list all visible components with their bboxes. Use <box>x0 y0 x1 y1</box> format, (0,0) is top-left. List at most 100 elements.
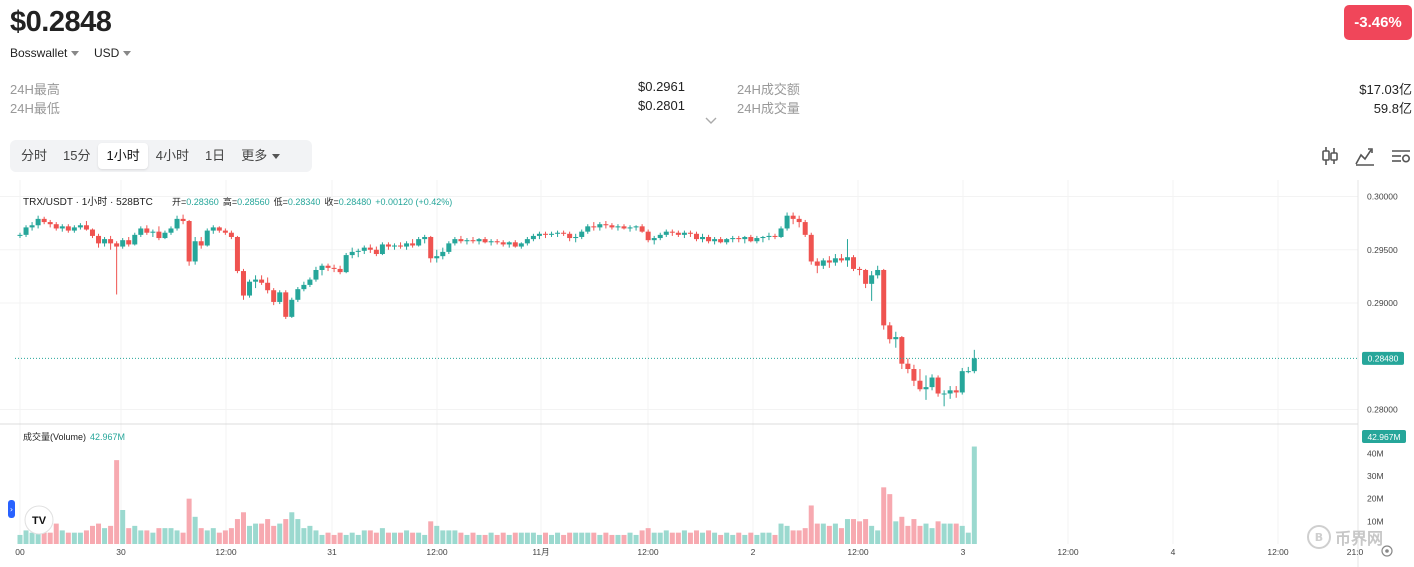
candle <box>289 297 295 318</box>
tab-timeline[interactable]: 分时 <box>21 148 48 163</box>
candle <box>126 236 132 247</box>
tab-1h[interactable]: 1小时 <box>98 143 148 169</box>
chevron-down-icon[interactable] <box>705 117 717 125</box>
settings-icon[interactable] <box>1390 145 1412 167</box>
price-chart[interactable]: TRX/USDT · 1小时 · 528BTC 开=0.28360 高=0.285… <box>0 180 1414 567</box>
axis-settings-button[interactable] <box>1381 545 1393 557</box>
volume-bar <box>603 532 609 544</box>
candle <box>844 239 850 267</box>
candle <box>760 235 766 243</box>
time-tick-label: 21:0 <box>1347 547 1364 557</box>
candle-body <box>693 233 699 240</box>
candle <box>621 224 627 230</box>
candle-body <box>23 227 29 235</box>
volume-bar <box>271 525 277 544</box>
volume-bar <box>313 530 319 544</box>
volume-bar <box>108 525 114 544</box>
candle-body <box>645 231 651 241</box>
volume-axis: 40M 30M 20M 10M <box>1367 448 1384 526</box>
candle-body <box>687 232 693 234</box>
volume-bar <box>736 532 742 544</box>
candle-body <box>367 247 373 250</box>
candle-body <box>615 226 621 228</box>
volume-bar <box>77 532 83 544</box>
collapse-panel-button[interactable] <box>8 500 15 518</box>
candle-body <box>935 377 941 394</box>
volume-bar <box>633 534 639 544</box>
volume-bar <box>410 532 416 544</box>
chart-grid <box>0 180 1358 544</box>
candle-body <box>512 242 518 247</box>
candle-body <box>65 226 71 231</box>
svg-text:B: B <box>1315 531 1323 544</box>
candle-body <box>663 231 669 235</box>
current-price-tag: 0.28480 <box>1362 351 1404 365</box>
volume-bar <box>422 534 428 544</box>
candle-body <box>585 226 591 232</box>
candlestick-icon[interactable] <box>1319 145 1341 167</box>
candle <box>681 230 687 239</box>
candle-body <box>953 390 959 393</box>
volume-series <box>17 446 977 544</box>
candle-body <box>319 265 325 270</box>
tab-1d[interactable]: 1日 <box>204 148 226 163</box>
candle <box>198 236 204 249</box>
candle-body <box>186 221 192 262</box>
tab-15m[interactable]: 15分 <box>63 148 91 163</box>
volume-bar <box>234 519 240 544</box>
candle <box>675 230 681 237</box>
candle-body <box>524 239 530 244</box>
candle <box>65 224 71 233</box>
volume-bar <box>591 532 597 544</box>
candle <box>820 258 826 269</box>
chevron-right-icon: › <box>10 505 13 514</box>
candle <box>404 241 410 250</box>
candle-body <box>35 218 41 226</box>
volume-bar <box>965 532 971 544</box>
volume-bar <box>361 530 367 544</box>
candle <box>391 243 397 250</box>
candle <box>265 277 271 294</box>
current-price: $0.2848 <box>10 6 112 38</box>
candle <box>971 349 977 374</box>
candle-body <box>59 226 65 229</box>
interval-tabs: 分时 15分 1小时 4小时 1日 更多 <box>10 140 312 172</box>
legend-high: 0.28560 <box>237 197 270 207</box>
candle <box>530 233 536 242</box>
candle-body <box>609 225 615 228</box>
tab-4h[interactable]: 4小时 <box>155 148 189 163</box>
candle-body <box>621 226 627 229</box>
volume-bar <box>506 534 512 544</box>
volume-bar <box>881 487 887 544</box>
candle-body <box>857 268 863 270</box>
candle <box>234 235 240 274</box>
candle-body <box>289 299 295 317</box>
candle-body <box>784 215 790 229</box>
candle-body <box>549 233 555 235</box>
volume-bar <box>464 534 470 544</box>
candle-body <box>391 245 397 247</box>
candle-body <box>283 292 289 317</box>
volume-bar <box>905 525 911 544</box>
volume-bar <box>561 534 567 544</box>
volume-bar <box>844 519 850 544</box>
indicator-icon[interactable] <box>1354 145 1376 167</box>
candle-body <box>675 232 681 235</box>
tab-more[interactable]: 更多 <box>233 143 288 169</box>
candle <box>887 322 893 344</box>
candle-body <box>633 226 639 228</box>
exchange-selector[interactable]: Bosswallet <box>10 46 80 60</box>
currency-selector[interactable]: USD <box>94 46 132 60</box>
tradingview-logo[interactable]: TV <box>24 505 54 535</box>
currency-label: USD <box>94 46 120 60</box>
candle <box>228 230 234 240</box>
volume-bar <box>869 525 875 544</box>
candle <box>742 235 748 244</box>
volume-bar <box>452 530 458 544</box>
volume-bar <box>120 510 126 544</box>
candle-series <box>17 212 977 407</box>
volume-bar <box>802 528 808 544</box>
volume-bar <box>307 525 313 544</box>
candle-body <box>706 236 712 242</box>
volume-bar <box>863 519 869 544</box>
